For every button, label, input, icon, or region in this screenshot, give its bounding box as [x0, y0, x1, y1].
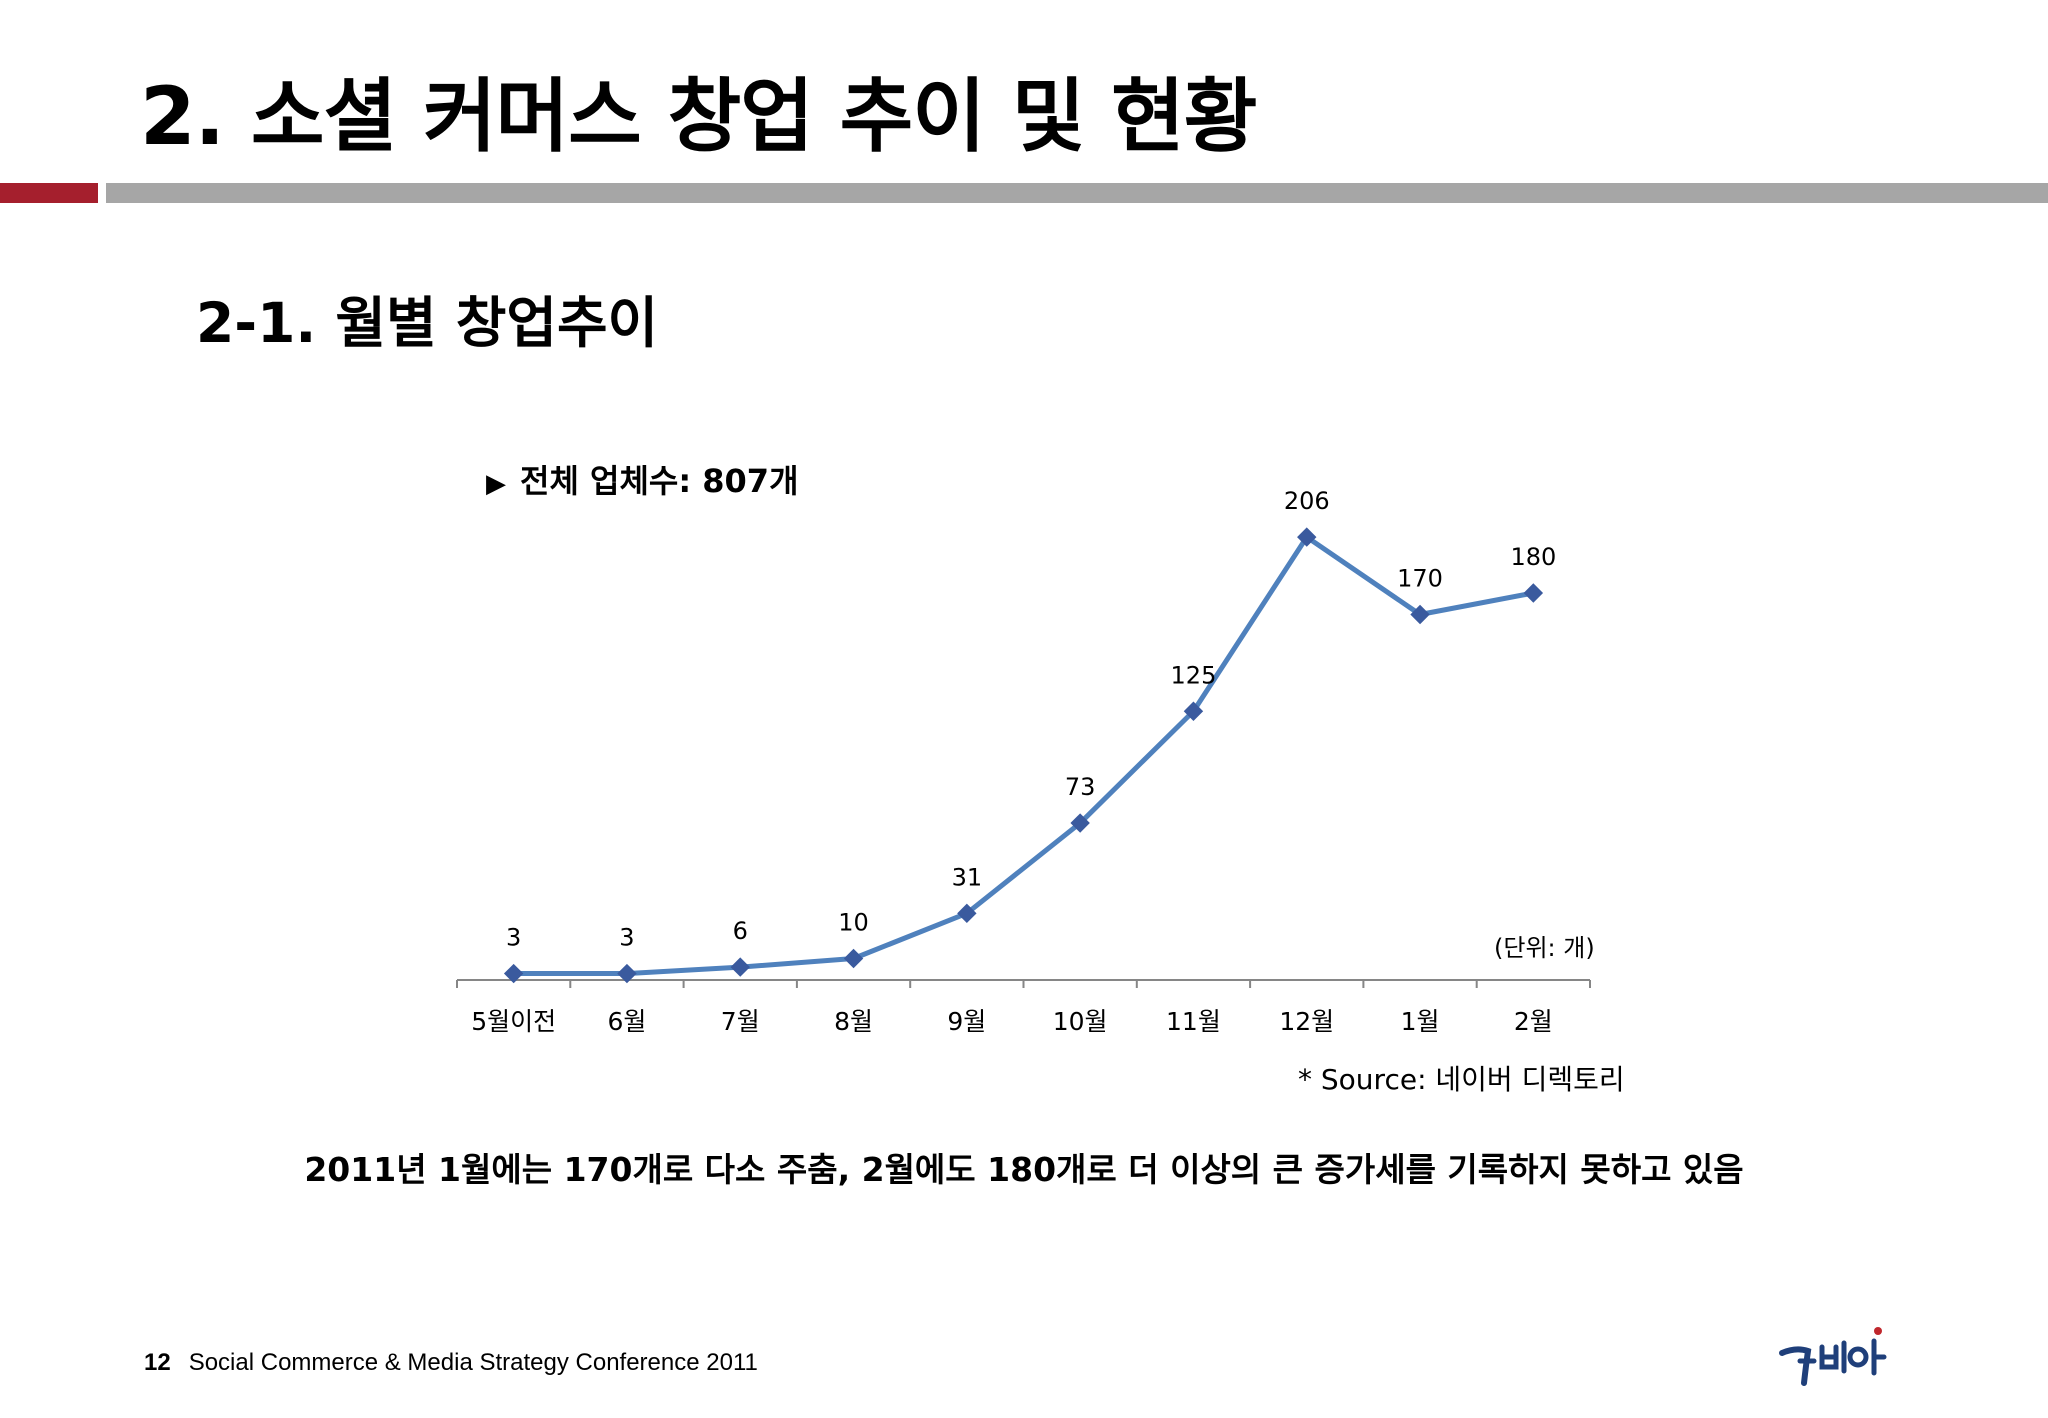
data-point-marker: [1410, 604, 1430, 625]
data-point-marker: [503, 963, 524, 984]
x-tick-label: 10월: [1053, 1007, 1108, 1036]
logo-icon: [1779, 1327, 1887, 1386]
total-count-text: 전체 업체수: 807개: [520, 462, 799, 500]
data-point-marker: [1523, 583, 1544, 603]
data-point-marker: [1297, 527, 1317, 547]
data-point-marker: [957, 903, 977, 924]
data-label: 180: [1510, 543, 1556, 571]
section-subtitle: 2-1. 월별 창업추이: [196, 291, 659, 355]
data-label: 3: [506, 924, 521, 952]
x-tick-label: 9월: [947, 1007, 986, 1036]
series-line: [511, 534, 1536, 977]
x-tick-label: 5월이전: [471, 1007, 556, 1036]
data-label: 73: [1065, 773, 1096, 801]
x-tick-label: 6월: [607, 1007, 646, 1036]
title-accent-bar: [0, 183, 98, 203]
title-divider-bar: [106, 183, 2048, 203]
data-label: 31: [952, 863, 983, 891]
data-point-marker: [1183, 701, 1204, 721]
data-label: 206: [1284, 487, 1330, 515]
total-count-label: ▶ 전체 업체수: 807개: [486, 456, 799, 502]
data-label: 6: [733, 917, 748, 945]
data-label: 170: [1397, 565, 1443, 593]
x-tick-label: 8월: [834, 1007, 873, 1036]
summary-text: 2011년 1월에는 170개로 다소 주춤, 2월에도 180개로 더 이상의…: [304, 1150, 1744, 1189]
x-tick-label: 12월: [1279, 1007, 1334, 1036]
data-label: 10: [838, 909, 869, 937]
data-point-marker: [843, 948, 864, 969]
x-tick-label: 7월: [721, 1007, 760, 1036]
source-label: * Source: 네이버 디렉토리: [1298, 1063, 1625, 1096]
data-point-marker: [617, 963, 637, 984]
unit-label: (단위: 개): [1494, 934, 1595, 962]
x-tick-label: 1월: [1401, 1007, 1440, 1036]
page-number: 12: [144, 1349, 171, 1376]
footer-conference: Social Commerce & Media Strategy Confere…: [188, 1349, 758, 1376]
x-tick-label: 11월: [1166, 1007, 1221, 1036]
footer: 12 Social Commerce & Media Strategy Confe…: [144, 1349, 758, 1377]
x-tick-label: 2월: [1514, 1007, 1553, 1036]
triangle-bullet-icon: ▶: [486, 469, 506, 499]
data-point-marker: [1070, 813, 1090, 833]
data-point-marker: [730, 957, 750, 977]
data-label: 125: [1171, 661, 1217, 689]
page-title: 2. 소셜 커머스 창업 추이 및 현황: [140, 70, 1257, 163]
data-label: 3: [619, 924, 634, 952]
